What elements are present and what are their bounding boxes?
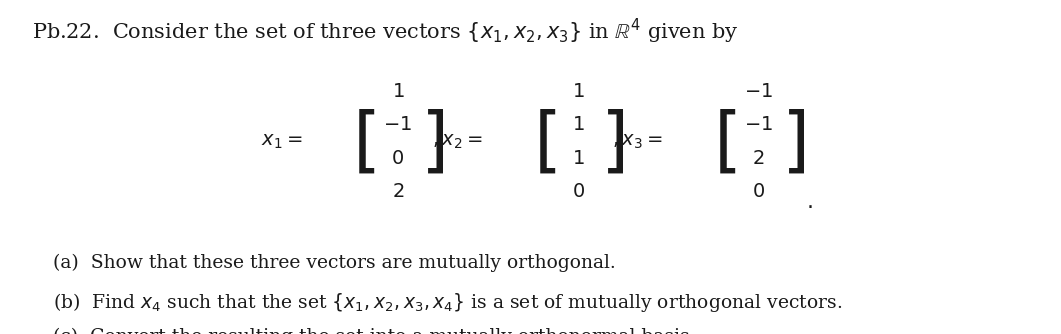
Text: $[$: $[$ — [713, 107, 736, 177]
Text: $x_1 =$: $x_1 =$ — [261, 133, 302, 151]
Text: $1$: $1$ — [572, 83, 585, 101]
Text: $0$: $0$ — [572, 183, 585, 201]
Text: $1$: $1$ — [572, 150, 585, 168]
Text: $2$: $2$ — [752, 150, 765, 168]
Text: $0$: $0$ — [392, 150, 404, 168]
Text: $.$: $.$ — [806, 191, 813, 213]
Text: $]$: $]$ — [420, 107, 443, 177]
Text: $2$: $2$ — [392, 183, 404, 201]
Text: $, x_2 =$: $, x_2 =$ — [432, 133, 483, 151]
Text: $1$: $1$ — [392, 83, 404, 101]
Text: $]$: $]$ — [601, 107, 624, 177]
Text: Pb.22.  Consider the set of three vectors $\{x_1, x_2, x_3\}$ in $\mathbb{R}^4$ : Pb.22. Consider the set of three vectors… — [32, 17, 738, 46]
Text: $1$: $1$ — [572, 116, 585, 134]
Text: $-1$: $-1$ — [744, 83, 773, 101]
Text: $]$: $]$ — [781, 107, 804, 177]
Text: $-1$: $-1$ — [744, 116, 773, 134]
Text: (c)  Convert the resulting the set into a mutually orthonormal basis.: (c) Convert the resulting the set into a… — [53, 327, 696, 334]
Text: $[$: $[$ — [352, 107, 376, 177]
Text: (a)  Show that these three vectors are mutually orthogonal.: (a) Show that these three vectors are mu… — [53, 254, 615, 272]
Text: $-1$: $-1$ — [383, 116, 413, 134]
Text: $, x_3 =$: $, x_3 =$ — [612, 133, 663, 151]
Text: (b)  Find $x_4$ such that the set $\{x_1, x_2, x_3, x_4\}$ is a set of mutually : (b) Find $x_4$ such that the set $\{x_1,… — [53, 291, 842, 314]
Text: $[$: $[$ — [533, 107, 556, 177]
Text: $0$: $0$ — [752, 183, 765, 201]
